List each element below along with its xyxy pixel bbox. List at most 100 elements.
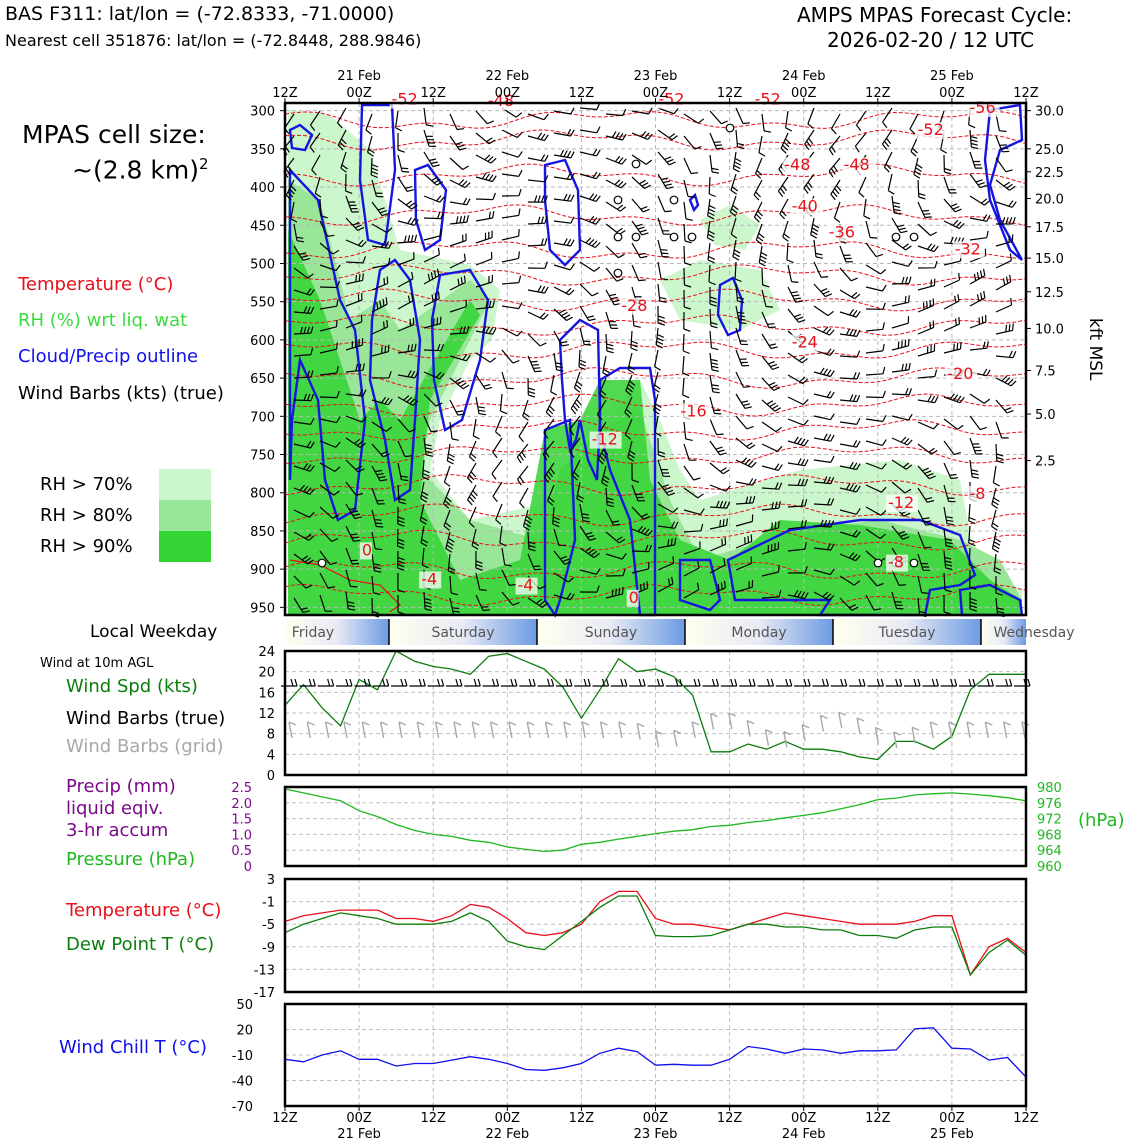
pressure-tick-label: 750 bbox=[250, 449, 275, 464]
weekday-band bbox=[685, 619, 833, 645]
wind-barb bbox=[891, 276, 912, 285]
calm-circle bbox=[669, 232, 679, 242]
wind-barb bbox=[813, 519, 835, 528]
cloud-outline bbox=[543, 418, 577, 618]
wind-barb-true bbox=[940, 678, 958, 687]
pressure-panel-frame bbox=[283, 785, 1028, 868]
wind-barb bbox=[682, 377, 690, 399]
wind-barb bbox=[491, 459, 503, 480]
wind-barb-true bbox=[812, 678, 830, 687]
temp-label-bg bbox=[485, 93, 518, 111]
wind-barb bbox=[527, 285, 549, 294]
wind-barb bbox=[969, 230, 989, 241]
wind-barb bbox=[682, 333, 690, 355]
wind-barb bbox=[682, 355, 690, 377]
time-tick-bottom-label: 00Z bbox=[643, 1111, 669, 1126]
wind-barb bbox=[709, 110, 728, 125]
wind-barb bbox=[882, 129, 893, 151]
wind-barb bbox=[992, 465, 1000, 487]
wind-barb bbox=[397, 234, 418, 244]
wind-barb bbox=[543, 462, 555, 483]
wind-barb-true bbox=[409, 678, 426, 687]
rh70-label: RH > 70% bbox=[40, 474, 133, 495]
weekday-band bbox=[981, 619, 1026, 645]
wind-barb bbox=[708, 264, 716, 286]
wind-barb bbox=[810, 217, 820, 239]
wind-barb bbox=[397, 370, 419, 379]
wind-barb bbox=[319, 416, 341, 424]
wind-barb bbox=[732, 151, 742, 173]
wind-barb bbox=[446, 443, 455, 465]
time-tick-top-label: 00Z bbox=[939, 86, 965, 101]
wind-barb-true bbox=[299, 678, 316, 687]
wind-barb bbox=[475, 550, 483, 571]
wind-barb bbox=[475, 172, 497, 183]
wind-barb bbox=[293, 553, 314, 565]
wind-barb-grid bbox=[434, 721, 443, 739]
wind-barb bbox=[371, 344, 390, 357]
wind-barb-grid bbox=[306, 721, 315, 739]
wind-barb bbox=[527, 175, 549, 183]
wind-barb bbox=[657, 239, 670, 258]
legend-wind-speed: Wind Spd (kts) bbox=[66, 676, 198, 697]
wind-barb bbox=[475, 132, 496, 145]
wind-barb bbox=[735, 415, 754, 430]
time-tick-bottom-label: 12Z bbox=[1013, 1111, 1039, 1126]
wind-barb-true bbox=[775, 678, 793, 687]
rh-fill bbox=[288, 230, 1022, 615]
local-weekday-label: Local Weekday bbox=[90, 622, 218, 642]
wind-barb bbox=[882, 107, 893, 129]
wind-barb bbox=[995, 217, 1016, 225]
wind-barb bbox=[601, 465, 610, 487]
wind-barb bbox=[683, 465, 701, 481]
wind-barb bbox=[423, 437, 434, 457]
wind-barb bbox=[787, 542, 807, 552]
wind-barb bbox=[735, 393, 752, 409]
weekday-band bbox=[833, 619, 981, 645]
wind-barb-grid bbox=[728, 712, 737, 730]
wind-barb bbox=[631, 462, 639, 483]
wind-barb bbox=[995, 274, 1012, 291]
isotherm-line bbox=[284, 110, 1026, 129]
wind-barb bbox=[891, 481, 912, 494]
cloud-outline bbox=[288, 166, 367, 522]
cloud-outline bbox=[430, 268, 490, 432]
wind-barb bbox=[475, 110, 494, 125]
wind-barb bbox=[319, 484, 340, 496]
wind-barb bbox=[423, 107, 434, 127]
wind-barb bbox=[735, 283, 745, 304]
wind-barb bbox=[856, 110, 867, 131]
weekday-band bbox=[285, 619, 389, 645]
wind-barb bbox=[319, 264, 341, 272]
wind-barb bbox=[492, 437, 503, 459]
wind-barb bbox=[553, 172, 575, 181]
temp-label-bg bbox=[967, 485, 990, 503]
wind-barb bbox=[517, 465, 529, 486]
isotherm-label: -32 bbox=[955, 239, 981, 258]
calm-circle bbox=[687, 232, 697, 242]
time-tick-bottom-label: 12Z bbox=[717, 1111, 743, 1126]
height-tick-label: 20.0 bbox=[1035, 193, 1064, 208]
wind-barb bbox=[579, 283, 599, 297]
precip-tick-label: 2.0 bbox=[231, 797, 252, 812]
wind-barb bbox=[371, 179, 384, 198]
wind-barb bbox=[657, 576, 674, 593]
weekday-label: Wednesday bbox=[993, 625, 1074, 641]
wind-barb bbox=[761, 501, 781, 511]
wind-barb bbox=[735, 349, 750, 367]
temp-label-bg bbox=[589, 431, 622, 449]
wind-barb bbox=[891, 239, 912, 251]
wind-barb bbox=[449, 399, 465, 416]
wind-tick-label: 8 bbox=[267, 728, 275, 743]
wind-barb bbox=[290, 201, 298, 223]
pressure-tick-label: 850 bbox=[250, 525, 275, 540]
wind-barb bbox=[553, 572, 575, 583]
pressure-tick-label: 968 bbox=[1037, 828, 1062, 843]
wind-barb bbox=[891, 413, 913, 421]
wind-barb bbox=[468, 440, 477, 462]
wind-barb bbox=[468, 506, 477, 528]
wind-barb-true bbox=[849, 678, 866, 687]
wind-barb bbox=[917, 487, 935, 503]
legend-cloud-outline: Cloud/Precip outline bbox=[18, 346, 199, 367]
time-tick-bottom-label: 00Z bbox=[939, 1111, 965, 1126]
